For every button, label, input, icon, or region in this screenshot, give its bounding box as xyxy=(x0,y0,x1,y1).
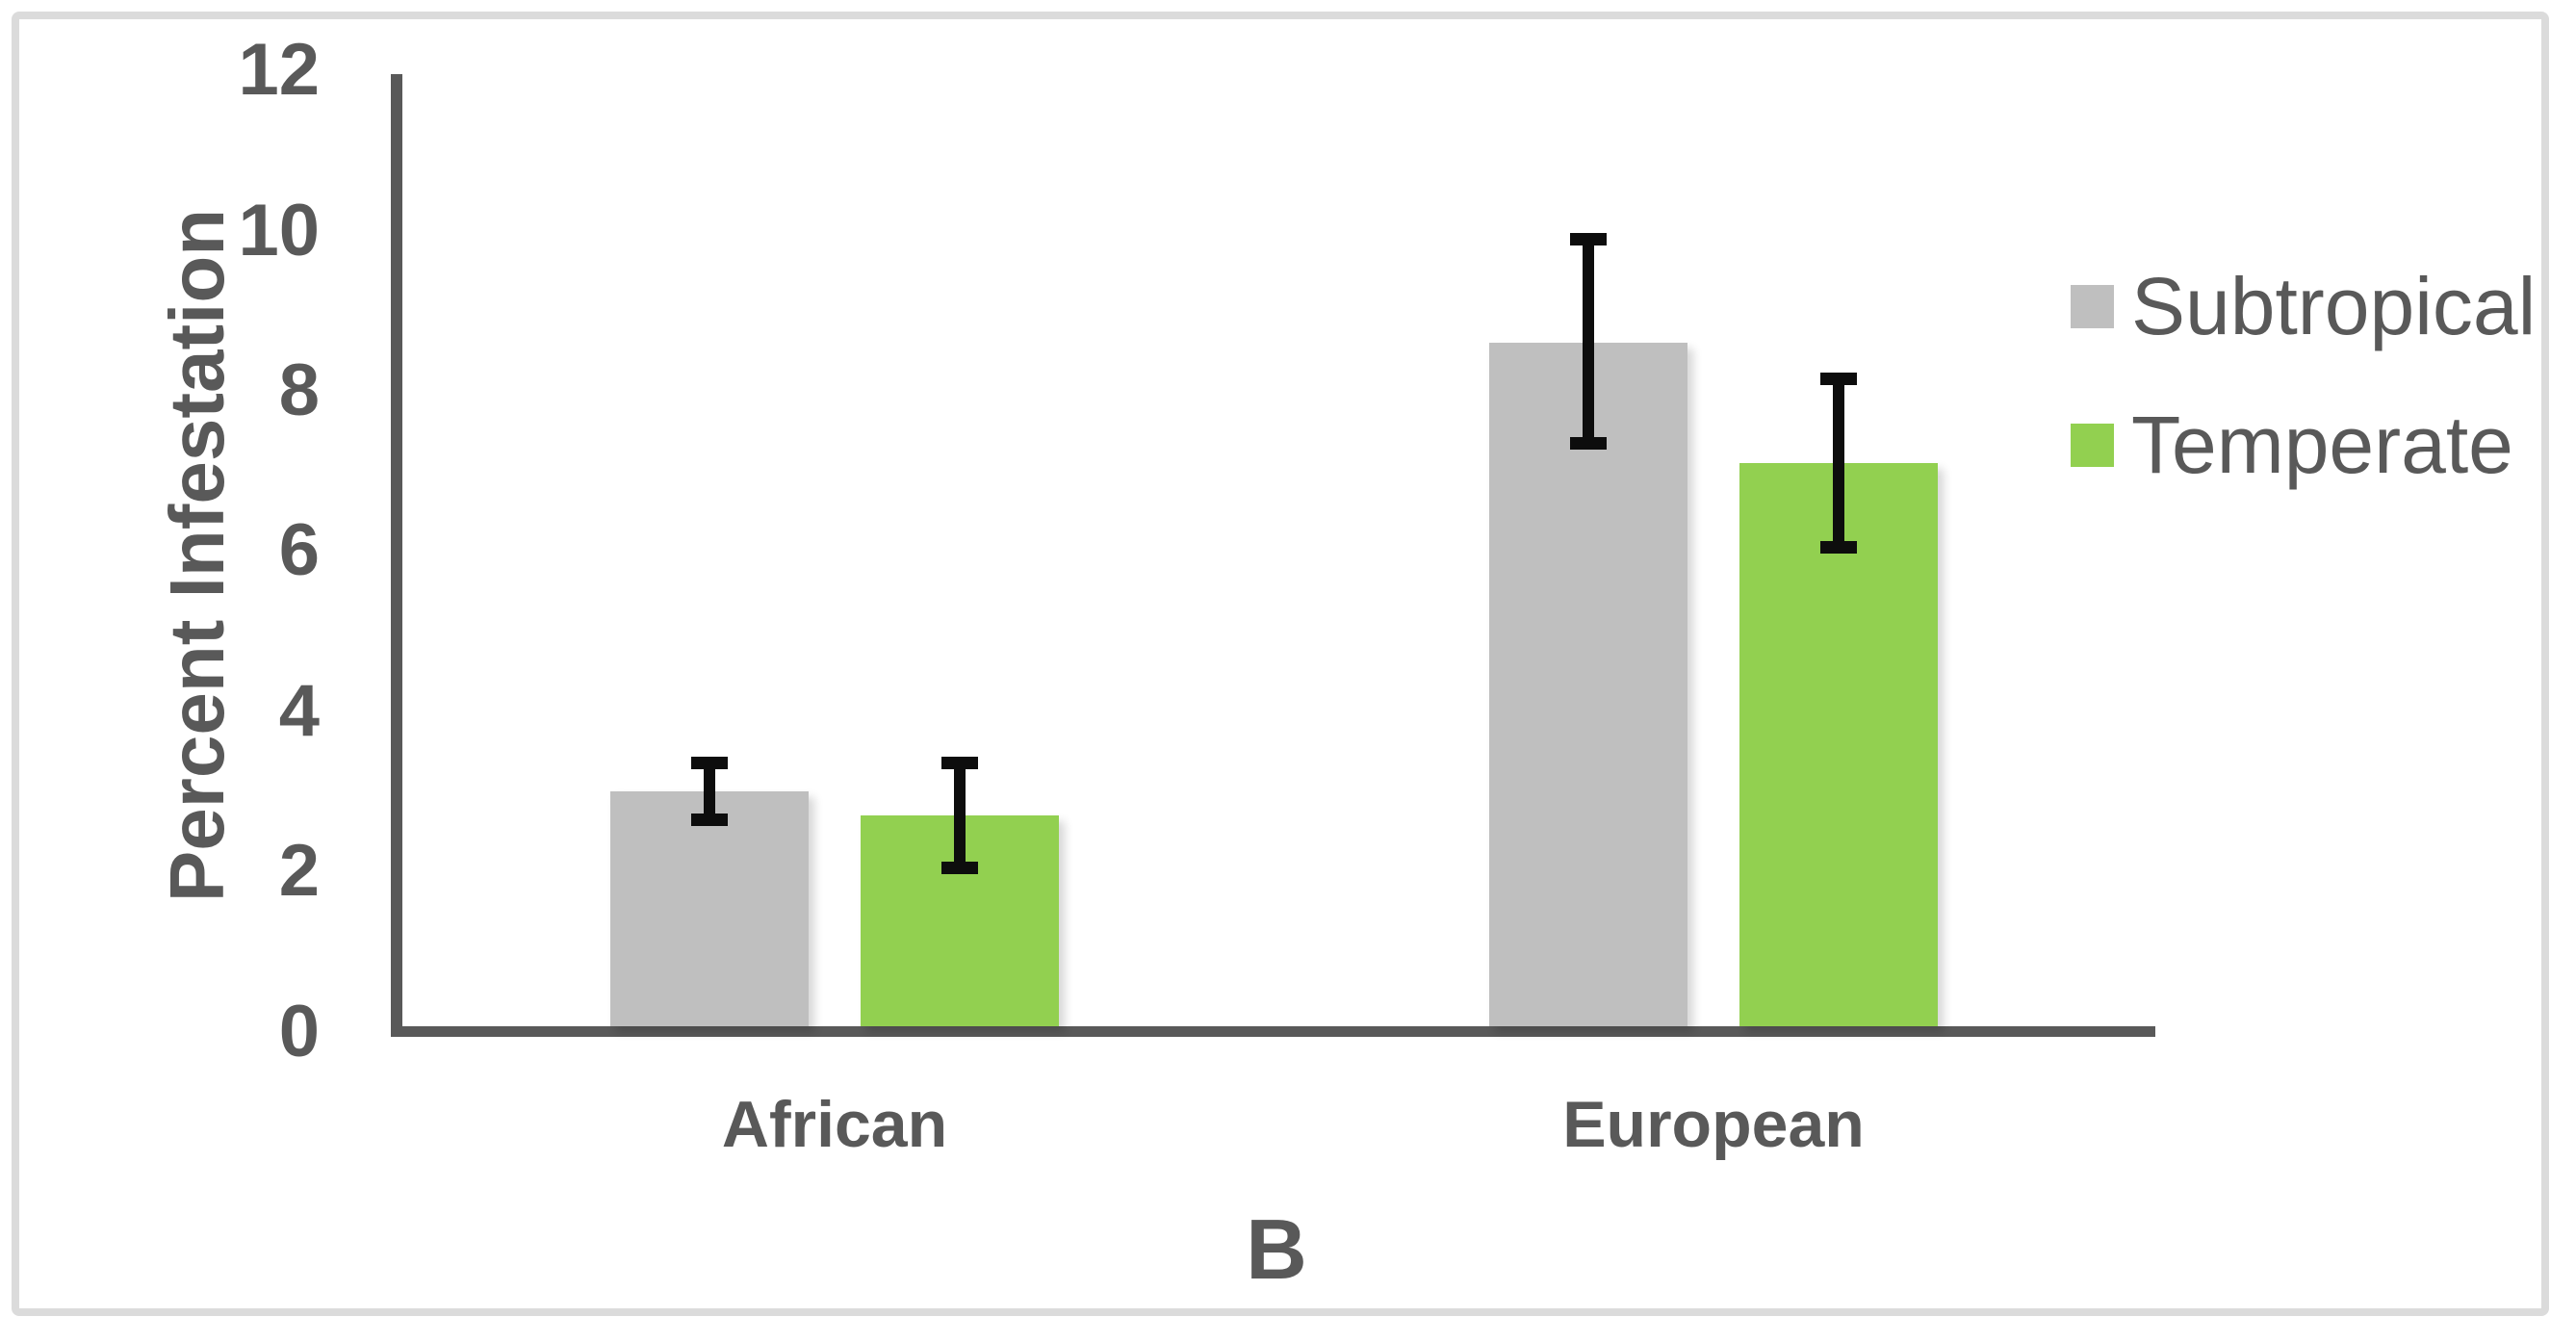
error-bar-european-subtropical-line xyxy=(1583,239,1594,444)
y-tick-label-10: 10 xyxy=(238,189,320,271)
error-bar-african-temperate-line xyxy=(954,762,966,867)
y-axis-line xyxy=(391,74,402,1037)
y-tick-label-2: 2 xyxy=(278,830,320,913)
legend-swatch-temperate xyxy=(2071,423,2114,467)
error-bar-european-temperate-cap-top xyxy=(1820,373,1857,386)
category-label-european: European xyxy=(1562,1088,1865,1161)
legend-item-subtropical: Subtropical xyxy=(2071,263,2536,349)
bar-european-temperate xyxy=(1739,462,1938,1026)
error-bar-african-temperate-cap-top xyxy=(941,757,978,770)
legend-label-temperate: Temperate xyxy=(2131,400,2513,490)
category-label-african: African xyxy=(721,1088,948,1161)
y-tick-label-4: 4 xyxy=(278,669,320,752)
legend-label-subtropical: Subtropical xyxy=(2131,261,2537,351)
chart-frame xyxy=(12,12,2549,1316)
x-axis-line xyxy=(391,1026,2155,1037)
error-bar-european-subtropical-cap-bottom xyxy=(1570,436,1607,450)
y-tick-label-6: 6 xyxy=(278,509,320,592)
legend-item-temperate: Temperate xyxy=(2071,401,2513,488)
error-bar-african-subtropical-cap-top xyxy=(691,757,728,770)
y-tick-label-8: 8 xyxy=(278,349,320,432)
bar-european-subtropical xyxy=(1489,343,1687,1026)
panel-label-b: B xyxy=(1246,1201,1307,1297)
error-bar-african-temperate-cap-bottom xyxy=(941,861,978,874)
error-bar-african-subtropical-cap-bottom xyxy=(691,813,728,826)
y-tick-label-12: 12 xyxy=(238,29,320,112)
bar-african-subtropical xyxy=(610,790,809,1026)
error-bar-european-temperate-line xyxy=(1833,378,1844,548)
y-tick-label-0: 0 xyxy=(278,990,320,1072)
error-bar-european-subtropical-cap-top xyxy=(1570,232,1607,245)
legend-swatch-subtropical xyxy=(2071,284,2114,328)
error-bar-african-subtropical-line xyxy=(704,762,715,820)
error-bar-european-temperate-cap-bottom xyxy=(1820,540,1857,554)
